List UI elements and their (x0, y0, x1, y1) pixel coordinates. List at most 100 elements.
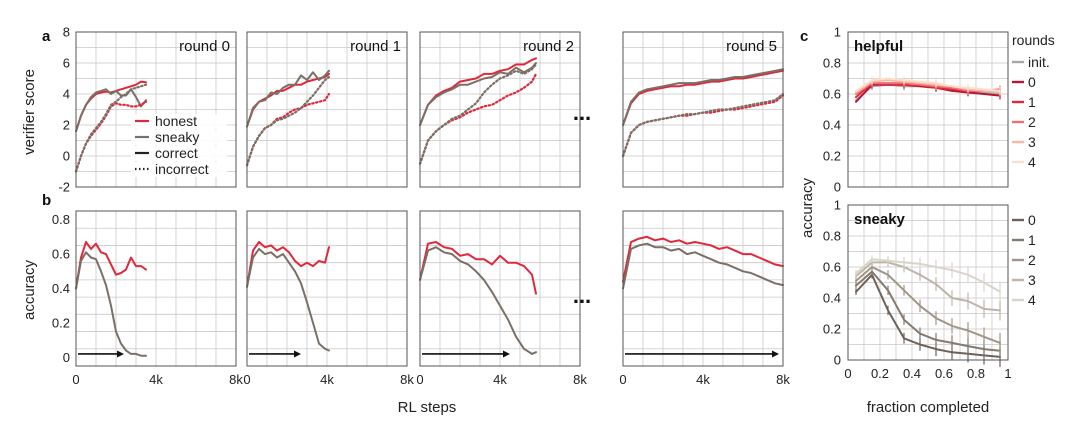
y-axis-label-verifier-score: verifier score (21, 69, 38, 155)
legend-c-sneaky-label-1: 1 (1028, 232, 1036, 248)
y-tick-a-0: 0 (63, 149, 70, 164)
legend-c-title: rounds (1012, 32, 1055, 48)
panel-c-helpful-y-tick-0.8: 0.8 (823, 56, 841, 71)
panel-a-3-frame (622, 31, 784, 188)
x-axis-label-rl-steps: RL steps (398, 399, 457, 416)
x-tick-1-0: 0 (243, 372, 250, 387)
panel-b-2-series-sneaky (419, 246, 537, 355)
panel-b-3-progress-arrowhead (772, 350, 779, 358)
panel-b-1-progress-arrowhead (294, 350, 301, 358)
frame-layer (75, 31, 1009, 367)
x-tick-c-0.8: 0.8 (967, 366, 985, 381)
x-tick-c-0.6: 0.6 (935, 366, 953, 381)
x-tick-0-0: 0 (72, 372, 79, 387)
legend-c-sneaky-label-2: 2 (1028, 252, 1036, 268)
y-tick-a-4: 4 (63, 87, 70, 102)
ellipsis-b: ... (573, 283, 591, 308)
y-tick-b-0.8: 0.8 (52, 212, 70, 227)
panel-a-1-series-sneaky-correct (246, 69, 330, 128)
x-tick-1-8k: 8k (400, 372, 414, 387)
x-tick-c-0.4: 0.4 (903, 366, 921, 381)
panel-letter-b: b (42, 192, 51, 209)
panel-a-0-title: round 0 (179, 38, 230, 55)
panel-b-1-series-sneaky (246, 247, 330, 352)
x-tick-c-0.2: 0.2 (871, 366, 889, 381)
panel-c-helpful-title: helpful (854, 38, 903, 55)
panel-c-helpful-y-tick-1: 1 (834, 25, 841, 40)
x-tick-2-0: 0 (416, 372, 423, 387)
legend-c-helpful-label-3: 3 (1028, 134, 1036, 150)
panel-c-sneaky-y-tick-1: 1 (834, 198, 841, 213)
panel-a-2-series-sneaky-incorrect (418, 63, 538, 165)
y-tick-a-2: 2 (63, 118, 70, 133)
panel-a-1-series-honest-correct (246, 72, 330, 128)
y-tick-b-0.2: 0.2 (52, 315, 70, 330)
legend-ab-bg (131, 162, 227, 177)
panel-a-1-frame (246, 31, 408, 188)
panel-b-2-frame (419, 210, 581, 367)
x-tick-c-0: 0 (844, 366, 851, 381)
x-tick-2-4k: 4k (493, 372, 507, 387)
panel-c-helpful-y-tick-0: 0 (834, 180, 841, 195)
panel-b-1-frame (246, 210, 408, 367)
panel-a-3-series-sneaky-incorrect (621, 92, 785, 158)
x-tick-1-4k: 4k (320, 372, 334, 387)
panel-letter-a: a (42, 28, 51, 45)
panel-c-sneaky-frame (847, 204, 1009, 361)
panel-b-1-series-honest (246, 241, 330, 288)
panel-b-3-frame (622, 210, 784, 367)
panel-c-helpful-y-tick-0.6: 0.6 (823, 87, 841, 102)
legend-ab-label-incorrect: incorrect (155, 161, 209, 177)
x-tick-3-8k: 8k (776, 372, 790, 387)
x-tick-0-4k: 4k (149, 372, 163, 387)
panel-b-0-series-sneaky (75, 251, 147, 357)
panel-a-0-frame (75, 31, 237, 188)
panel-c-sneaky-series-0 (855, 273, 1001, 358)
legend-ab-label-honest: honest (155, 113, 197, 129)
panel-b-3-series-sneaky (622, 242, 784, 290)
panel-c-sneaky-series-1 (855, 270, 1001, 352)
panel-c-sneaky-series-3 (855, 261, 1001, 312)
x-tick-3-0: 0 (619, 372, 626, 387)
panel-b-2-series-honest (419, 241, 537, 295)
x-tick-0-8k: 8k (229, 372, 243, 387)
panel-c-sneaky-title: sneaky (854, 211, 906, 228)
ellipsis-a: ... (573, 100, 591, 125)
panel-c-helpful-series-4 (855, 77, 1001, 92)
y-tick-a-6: 6 (63, 56, 70, 71)
panel-a-1-series-honest-incorrect (245, 92, 331, 167)
panel-c-sneaky-y-tick-0.2: 0.2 (823, 322, 841, 337)
y-tick-b-0.6: 0.6 (52, 247, 70, 262)
panel-b-2-progress-arrowhead (503, 350, 510, 358)
data-layer (74, 57, 1001, 367)
legend-c-sneaky-label-0: 0 (1028, 212, 1036, 228)
panel-b-0-frame (75, 210, 237, 367)
panel-a-3-title: round 5 (726, 38, 777, 55)
panel-c-sneaky-y-tick-0.6: 0.6 (823, 260, 841, 275)
panel-c-helpful-frame (847, 31, 1009, 188)
legend-ab-bg (131, 114, 227, 129)
x-tick-c-1: 1 (1004, 366, 1011, 381)
panel-a-2-title: round 2 (523, 38, 574, 55)
legend-c-sneaky-label-4: 4 (1028, 292, 1036, 308)
x-axis-label-fraction-completed: fraction completed (867, 399, 990, 416)
panel-c-sneaky-series-2 (855, 266, 1001, 344)
x-tick-2-8k: 8k (573, 372, 587, 387)
panel-letter-c: c (800, 28, 808, 45)
legend-ab-label-sneaky: sneaky (155, 129, 199, 145)
legend-c-sneaky-label-3: 3 (1028, 272, 1036, 288)
panel-b-3-series-honest (622, 235, 784, 283)
panel-a-3-series-sneaky-correct (622, 68, 784, 126)
y-tick-a-8: 8 (63, 25, 70, 40)
panel-c-sneaky-y-tick-0: 0 (834, 353, 841, 368)
legend-ab-label-correct: correct (155, 145, 198, 161)
panel-c-helpful-series-3 (855, 79, 1001, 94)
panel-b-0-series-honest (75, 241, 147, 290)
panel-c-helpful-y-tick-0.2: 0.2 (823, 149, 841, 164)
panel-c-sneaky-series-4 (855, 258, 1001, 293)
panel-a-0-series-sneaky-incorrect (74, 83, 148, 173)
x-tick-3-4k: 4k (696, 372, 710, 387)
legend-ab-bg (131, 146, 227, 161)
legend-c-helpful-label-0: 0 (1028, 74, 1036, 90)
